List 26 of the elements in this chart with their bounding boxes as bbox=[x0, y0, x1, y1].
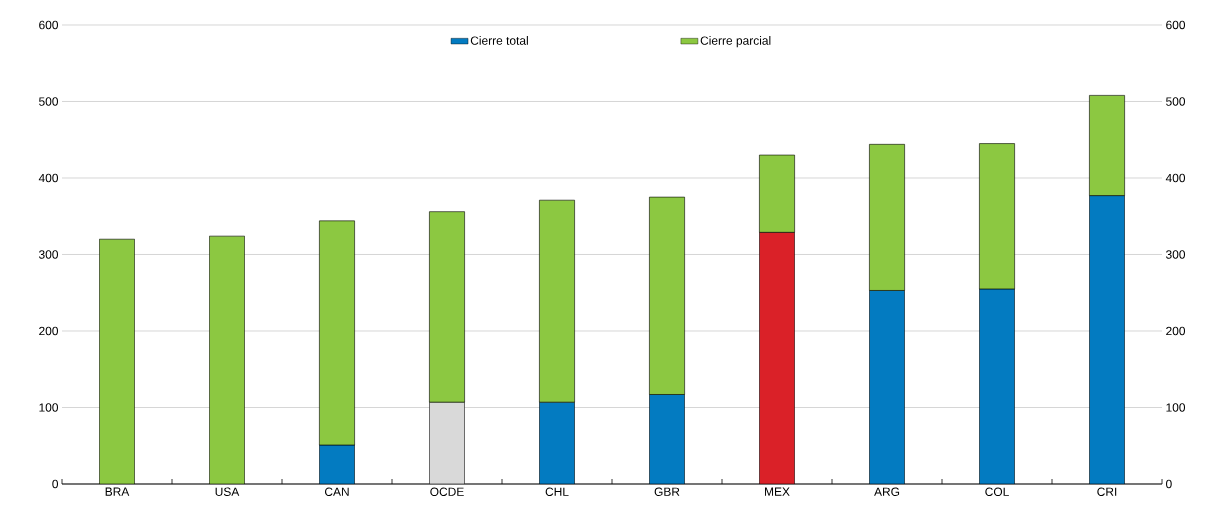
y2-tick-label: 400 bbox=[1165, 173, 1186, 183]
y-tick-label: 400 bbox=[38, 173, 59, 183]
x-tick-label: OCDE bbox=[430, 487, 464, 496]
x-tick-label: USA bbox=[215, 487, 240, 496]
x-tick-label: CHL bbox=[545, 487, 569, 496]
y-tick-label: 500 bbox=[39, 97, 59, 106]
x-tick-label: GBR bbox=[654, 487, 680, 496]
y2-tick-label: 200 bbox=[1166, 326, 1186, 336]
y2-tick-label: 100 bbox=[1166, 403, 1186, 412]
legend-label: Cierre total bbox=[470, 36, 528, 45]
x-tick-label: CRI bbox=[1097, 487, 1117, 496]
y2-tick-label: 600 bbox=[1166, 20, 1186, 30]
y-tick-label: 200 bbox=[39, 326, 59, 336]
x-tick-label: CAN bbox=[324, 487, 349, 496]
y-tick-label: 0 bbox=[52, 479, 59, 489]
y-tick-label: 100 bbox=[39, 403, 59, 412]
y2-tick-label: 500 bbox=[1166, 97, 1186, 106]
x-tick-label: ARG bbox=[874, 487, 900, 496]
y-tick-label: 300 bbox=[38, 250, 59, 259]
x-tick-label: BRA bbox=[105, 487, 130, 496]
legend-label: Cierre parcial bbox=[700, 36, 771, 48]
x-tick-label: COL bbox=[985, 487, 1009, 496]
y2-tick-label: 300 bbox=[1166, 250, 1186, 259]
y2-tick-label: 0 bbox=[1166, 479, 1172, 489]
y-tick-label: 600 bbox=[39, 20, 59, 30]
x-tick-label: MEX bbox=[765, 487, 790, 496]
